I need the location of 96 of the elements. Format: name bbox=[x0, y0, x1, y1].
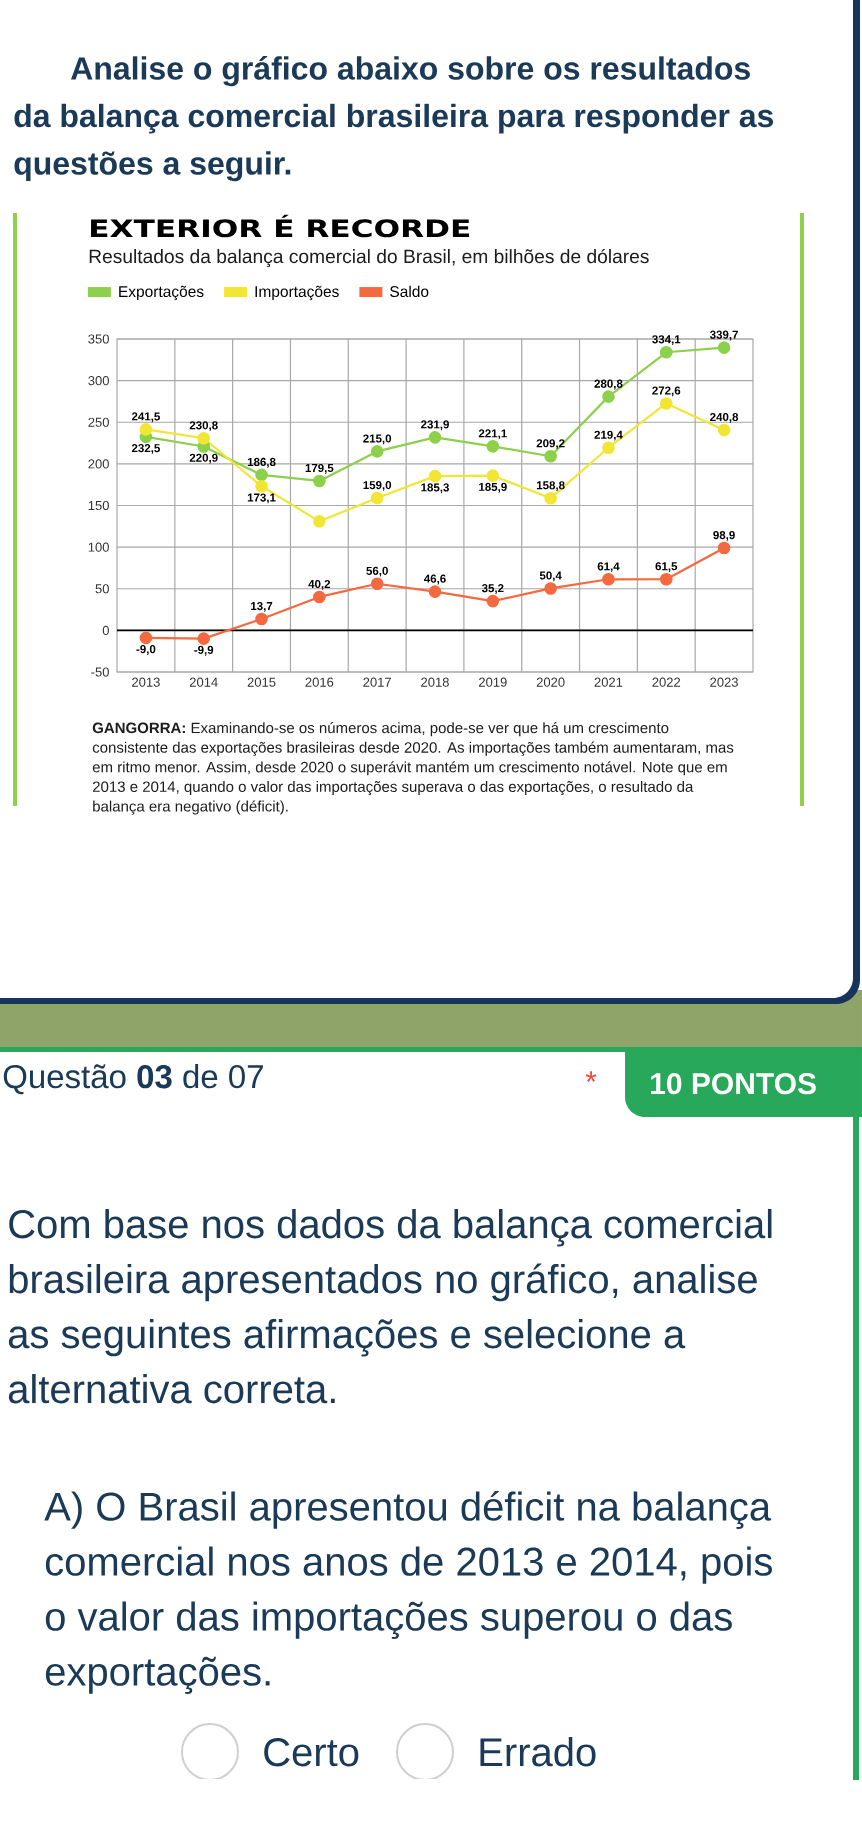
text: GANGORRA: Examinando-se os números acima, pode-se ver que há um crescimento consistente das exportações brasileiras desde 2020. As importações também aumentaram, mas em ritmo menor. Assim, desde 2020 o superávit mantém um crescimento notável. Note que em 2013 e 2014, quando o valor das importações superava o das exportações, o resultado da balança era negativo (déficit). bbox=[92, 722, 734, 815]
point bbox=[428, 585, 442, 598]
data-label: 185,9 bbox=[479, 482, 507, 493]
point bbox=[139, 423, 153, 436]
x-tick-label: 2016 bbox=[305, 677, 334, 687]
point bbox=[255, 468, 268, 482]
data-label: 220,9 bbox=[189, 453, 218, 464]
data-label: 61,5 bbox=[655, 562, 678, 572]
data-label: 231,9 bbox=[421, 420, 449, 431]
point bbox=[197, 632, 211, 645]
y-tick-label: 100 bbox=[88, 542, 109, 552]
point bbox=[544, 491, 557, 505]
x-tick-label: 2021 bbox=[594, 677, 623, 687]
point bbox=[659, 572, 673, 586]
point bbox=[313, 590, 326, 604]
point bbox=[486, 440, 500, 453]
y-tick-label: -50 bbox=[91, 667, 109, 677]
data-label: 221,1 bbox=[478, 429, 507, 440]
data-label: 232,5 bbox=[131, 444, 160, 454]
data-label: 339,7 bbox=[709, 330, 738, 341]
x-tick-label: 2015 bbox=[247, 677, 276, 687]
text: Errado bbox=[480, 1737, 596, 1767]
x-tick-label: 2018 bbox=[421, 677, 449, 687]
text: * bbox=[585, 1071, 597, 1082]
data-label: 159,0 bbox=[363, 481, 392, 491]
point bbox=[486, 469, 500, 482]
point bbox=[602, 390, 615, 403]
text: A) O Brasil apresentou déficit na balança comercial nos anos de 2013 e 2014, pois o valor das importações superou o das exportações. bbox=[44, 1491, 772, 1694]
point bbox=[602, 441, 615, 455]
x-tick-label: 2014 bbox=[189, 677, 218, 687]
point bbox=[428, 431, 442, 444]
text: 10 PONTOS bbox=[651, 1073, 816, 1095]
point bbox=[544, 582, 557, 595]
text: Questão 03 de 07 bbox=[3, 1064, 263, 1095]
data-label: 61,4 bbox=[597, 562, 620, 573]
point bbox=[313, 474, 326, 488]
data-label: 240,8 bbox=[710, 412, 739, 423]
point bbox=[313, 515, 326, 528]
chart-title: EXTERIOR É RECORDE bbox=[91, 214, 470, 238]
text: Certo bbox=[264, 1738, 359, 1767]
data-label: 241,5 bbox=[131, 412, 160, 423]
y-tick-label: 150 bbox=[88, 500, 109, 511]
point bbox=[255, 479, 268, 493]
data-label: 35,2 bbox=[481, 584, 504, 594]
text: Com base nos dados da balança comercial brasileira apresentados no gráfico, analise as seguintes afirmações e selecione a alternativa correta. bbox=[8, 1209, 772, 1404]
x-tick-label: 2019 bbox=[479, 677, 507, 687]
y-tick-label: 250 bbox=[88, 417, 109, 427]
data-label: 98,9 bbox=[713, 531, 735, 541]
data-label: 186,8 bbox=[247, 457, 276, 468]
data-label: 230,8 bbox=[189, 421, 218, 432]
data-label: 46,6 bbox=[423, 574, 446, 585]
point bbox=[370, 445, 384, 458]
x-tick-label: 2017 bbox=[363, 677, 391, 687]
point bbox=[717, 541, 731, 555]
legend-label: Saldo bbox=[390, 285, 429, 298]
legend-label: Exportações bbox=[119, 285, 204, 301]
point bbox=[370, 577, 384, 591]
y-tick-label: 200 bbox=[88, 459, 109, 469]
point bbox=[486, 594, 500, 608]
point bbox=[659, 397, 673, 410]
data-label: -9,9 bbox=[194, 645, 214, 656]
chart-subtitle: Resultados da balança comercial do Brasil, em bilhões de dólares bbox=[89, 248, 649, 268]
x-tick-label: 2013 bbox=[132, 677, 160, 687]
legend-label: Importações bbox=[255, 285, 339, 301]
point bbox=[602, 572, 615, 586]
x-tick-label: 2022 bbox=[652, 677, 681, 687]
point bbox=[255, 612, 268, 626]
point bbox=[544, 449, 557, 463]
point bbox=[717, 423, 731, 437]
data-label: 179,5 bbox=[305, 463, 334, 474]
point bbox=[717, 341, 731, 354]
data-label: 40,2 bbox=[308, 579, 331, 590]
data-label: 13,7 bbox=[251, 601, 273, 612]
data-label: 219,4 bbox=[594, 430, 623, 441]
point bbox=[659, 345, 673, 359]
data-label: 272,6 bbox=[652, 386, 681, 397]
data-label: 158,8 bbox=[536, 481, 565, 491]
point bbox=[428, 469, 442, 483]
data-label: 334,1 bbox=[652, 335, 681, 346]
data-label: 56,0 bbox=[366, 566, 388, 577]
y-tick-label: 0 bbox=[102, 625, 109, 635]
point bbox=[197, 431, 211, 445]
data-label: 185,3 bbox=[421, 483, 449, 494]
data-label: 280,8 bbox=[594, 379, 623, 390]
data-label: 50,4 bbox=[539, 571, 562, 582]
x-tick-label: 2023 bbox=[710, 677, 738, 687]
y-tick-label: 300 bbox=[88, 376, 109, 386]
data-label: 215,0 bbox=[363, 434, 392, 445]
data-label: -9,0 bbox=[136, 645, 156, 655]
x-tick-label: 2020 bbox=[536, 677, 565, 687]
data-label: 173,1 bbox=[247, 493, 276, 504]
y-tick-label: 50 bbox=[95, 584, 109, 594]
y-tick-label: 350 bbox=[88, 334, 109, 344]
point bbox=[139, 631, 153, 645]
point bbox=[370, 491, 384, 505]
text: Analise o gráfico abaixo sobre os resultados da balança comercial brasileira para responder as questões a seguir. bbox=[14, 56, 774, 182]
